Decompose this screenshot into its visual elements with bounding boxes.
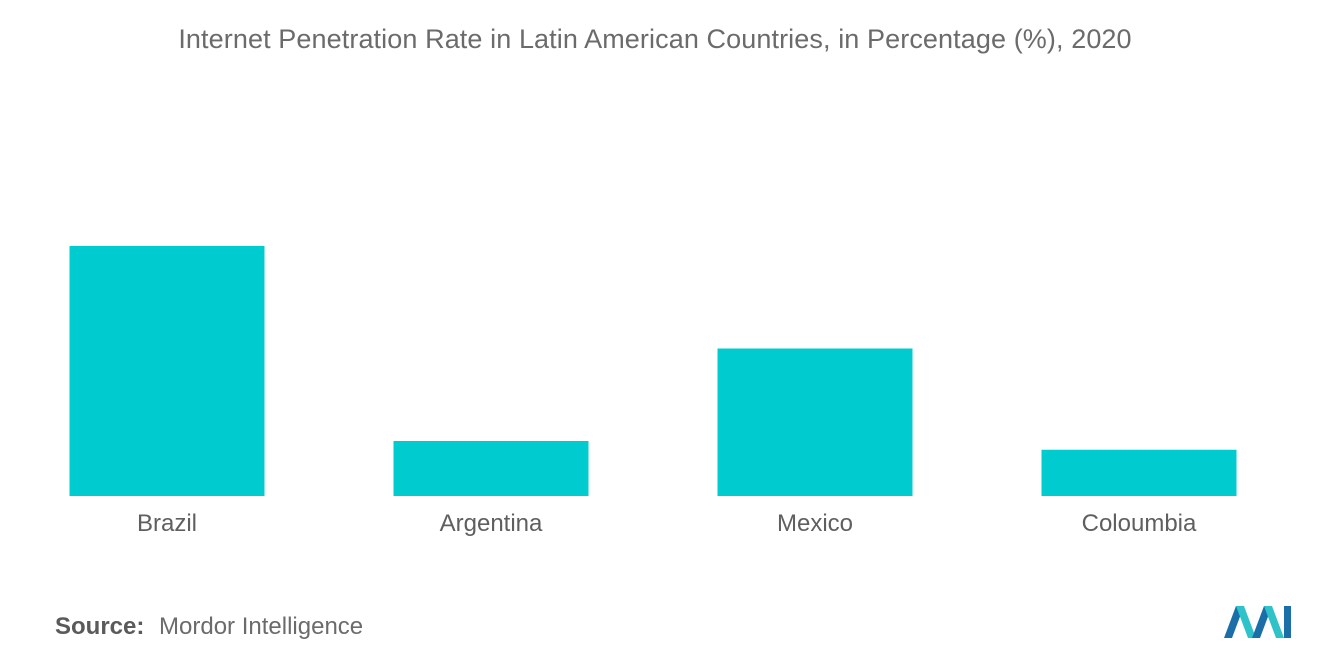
source-text: Mordor Intelligence xyxy=(159,613,364,640)
bar-mexico xyxy=(717,348,913,496)
source-label: Source: xyxy=(55,613,145,640)
logo-left-diagonal xyxy=(1236,606,1256,638)
bars-group xyxy=(69,246,1237,496)
logo-right-diagonal xyxy=(1264,606,1284,638)
x-tick-label: Mexico xyxy=(777,510,853,537)
bar-brazil xyxy=(69,246,265,496)
logo-right-bar xyxy=(1284,606,1291,638)
bar-chart: Brazil Argentina Mexico Coloumbia xyxy=(69,246,1237,537)
x-axis-labels: Brazil Argentina Mexico Coloumbia xyxy=(137,510,1197,537)
chart-title: Internet Penetration Rate in Latin Ameri… xyxy=(178,24,1132,54)
x-tick-label: Argentina xyxy=(440,510,543,537)
x-tick-label: Brazil xyxy=(137,510,197,537)
bar-argentina xyxy=(393,441,589,496)
bar-coloumbia xyxy=(1041,449,1237,496)
source-line: Source: Mordor Intelligence xyxy=(55,613,363,641)
mordor-intelligence-logo-icon xyxy=(1224,606,1291,638)
x-tick-label: Coloumbia xyxy=(1082,510,1197,537)
